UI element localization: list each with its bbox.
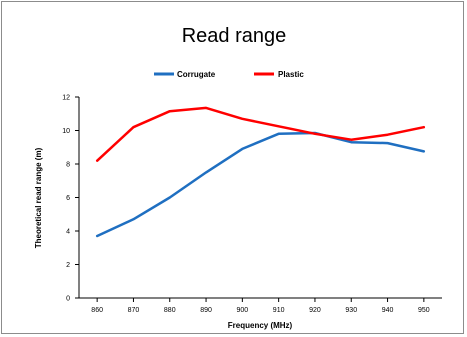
y-tick-label: 6 <box>66 195 70 202</box>
y-tick-label: 8 <box>66 162 70 169</box>
y-tick-label: 12 <box>62 95 70 102</box>
legend: Corrugate Plastic <box>154 70 304 79</box>
x-tick-label: 890 <box>200 307 212 314</box>
series-line-corrugate <box>95 131 426 238</box>
x-tick-label: 860 <box>91 307 103 314</box>
y-tick-label: 10 <box>62 128 70 135</box>
series-line-plastic <box>95 106 426 162</box>
series-layer <box>95 106 426 238</box>
x-tick-label: 930 <box>345 307 357 314</box>
legend-label-corrugate: Corrugate <box>177 70 216 79</box>
chart-frame: Read range Corrugate Plastic 0 2 4 6 8 10 12 86… <box>1 1 464 334</box>
chart-title: Read range <box>182 25 287 47</box>
x-axis-label: Frequency (MHz) <box>228 321 293 330</box>
x-tick-label: 920 <box>309 307 321 314</box>
x-tick-label: 880 <box>164 307 176 314</box>
x-ticks: 860 870 880 890 900 910 920 930 940 950 <box>91 298 430 314</box>
y-ticks: 0 2 4 6 8 10 12 <box>62 95 79 303</box>
legend-label-plastic: Plastic <box>278 70 304 79</box>
x-tick-label: 900 <box>237 307 249 314</box>
y-tick-label: 2 <box>66 262 70 269</box>
y-tick-label: 4 <box>66 229 70 236</box>
y-tick-label: 0 <box>66 296 70 303</box>
x-tick-label: 870 <box>128 307 140 314</box>
x-tick-label: 910 <box>273 307 285 314</box>
x-tick-label: 940 <box>382 307 394 314</box>
y-axis-label: Theoretical read range (m) <box>34 147 43 248</box>
x-tick-label: 950 <box>418 307 430 314</box>
line-chart: Read range Corrugate Plastic 0 2 4 6 8 10 12 86… <box>34 25 442 330</box>
